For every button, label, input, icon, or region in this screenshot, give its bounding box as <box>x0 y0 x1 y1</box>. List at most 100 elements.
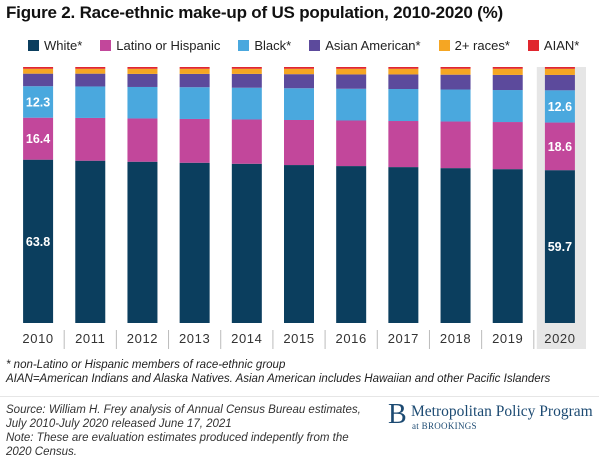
bar-2011-2 <box>75 86 106 118</box>
source-line-2: July 2010-July 2020 released June 17, 20… <box>6 418 232 430</box>
bar-2017-4 <box>388 68 419 75</box>
x-tick-label-2011: 2011 <box>75 331 105 346</box>
bar-2016-2 <box>336 88 367 121</box>
bar-2018-1 <box>440 121 471 169</box>
bar-2018-3 <box>440 74 471 90</box>
note-line-2: AIAN=American Indians and Alaska Natives… <box>6 373 551 385</box>
bar-2013-2 <box>179 87 210 119</box>
chart-legend: White* Latino or Hispanic Black* Asian Amer… <box>28 37 579 53</box>
bar-2017-3 <box>388 74 419 90</box>
legend-swatch-1 <box>100 39 112 51</box>
bar-2012-4 <box>127 68 158 74</box>
bar-2014-2 <box>231 87 262 120</box>
bar-2014-4 <box>231 68 262 74</box>
source-line-1: Source: William H. Frey analysis of Annu… <box>6 404 361 416</box>
legend-item-4: 2+ races* <box>438 37 510 53</box>
bar-2010-1 <box>23 117 54 160</box>
bar-2019-1 <box>492 122 523 170</box>
bar-2011-4 <box>75 68 106 74</box>
bar-2015-5 <box>284 67 314 69</box>
bar-2012-2 <box>127 86 158 119</box>
x-tick-label-2019: 2019 <box>492 331 523 346</box>
bar-2018-5 <box>440 67 471 69</box>
bar-2019-5 <box>492 67 523 69</box>
data-label-3: 59.7 <box>548 240 572 254</box>
legend-item-0: White* <box>28 38 82 53</box>
bar-2014-5 <box>231 67 262 69</box>
bar-2012-0 <box>127 161 158 323</box>
legend-item-3: Asian American* <box>309 37 421 53</box>
x-tick-label-2014: 2014 <box>231 331 262 346</box>
x-tick-label-2013: 2013 <box>179 331 210 346</box>
bar-2013-1 <box>179 118 210 163</box>
bar-2015-4 <box>284 68 314 75</box>
x-tick-label-2016: 2016 <box>336 331 367 346</box>
bar-2019-2 <box>492 90 523 123</box>
bar-2017-2 <box>388 89 419 122</box>
legend-swatch-0 <box>28 39 39 51</box>
bar-2020-5 <box>544 67 575 69</box>
bar-2013-4 <box>179 68 210 74</box>
chart-title: Figure 2. Race-ethnic make-up of US popu… <box>6 3 503 22</box>
bar-2018-4 <box>440 68 471 75</box>
bar-2017-5 <box>388 67 419 69</box>
brand-name: Metropolitan Policy Program <box>411 403 593 420</box>
source-line-4: 2020 Census. <box>6 446 77 458</box>
legend-label-4: 2+ races* <box>454 37 510 53</box>
bar-2016-3 <box>336 74 367 89</box>
bar-2010-2 <box>23 86 54 118</box>
bar-2016-4 <box>336 68 367 75</box>
bar-2015-2 <box>284 88 314 120</box>
bar-2016-1 <box>336 120 367 167</box>
bar-2011-5 <box>75 67 106 69</box>
source-note: Source: William H. Frey analysis of Annu… <box>6 403 361 459</box>
legend-item-1: Latino or Hispanic <box>100 38 220 53</box>
data-label-1: 16.4 <box>26 132 50 146</box>
legend-item-2: Black* <box>238 38 291 53</box>
legend-swatch-3 <box>309 39 321 51</box>
brand-subtitle: at BROOKINGS <box>412 421 477 431</box>
data-label-0: 63.8 <box>26 235 50 249</box>
legend-label-5: AIAN* <box>543 37 580 53</box>
bar-2015-3 <box>284 74 314 89</box>
bar-2020-2 <box>544 90 575 123</box>
bar-2012-5 <box>127 67 158 69</box>
legend-swatch-4 <box>438 39 450 51</box>
bar-2013-5 <box>179 67 210 69</box>
bar-2011-1 <box>75 117 106 161</box>
data-label-2: 12.3 <box>26 95 50 109</box>
stacked-bar-chart: 2010 2011 2012 2013 2014 2015 2016 2017 2018 2019… <box>22 67 586 349</box>
x-tick-label-2015: 2015 <box>283 331 314 346</box>
legend-swatch-2 <box>238 39 250 51</box>
data-label-4: 18.6 <box>548 140 572 154</box>
bar-2011-3 <box>75 73 106 87</box>
x-tick-label-2017: 2017 <box>388 331 419 346</box>
x-tick-label-2020: 2020 <box>544 331 575 346</box>
bar-2018-0 <box>440 168 471 323</box>
bar-2010-3 <box>23 73 54 87</box>
bar-2012-3 <box>127 73 158 87</box>
note-line-1: * non-Latino or Hispanic members of race… <box>6 359 286 371</box>
bar-2019-0 <box>492 169 523 323</box>
x-tick-label-2010: 2010 <box>22 331 53 346</box>
bar-2011-0 <box>75 160 106 323</box>
divider <box>0 396 599 397</box>
bar-2020-4 <box>544 68 575 75</box>
x-tick-label-2018: 2018 <box>440 331 471 346</box>
source-line-3: Note: These are evaluation estimates pro… <box>6 432 349 444</box>
bar-2017-1 <box>388 121 419 168</box>
bar-2015-0 <box>284 165 314 323</box>
bar-2017-0 <box>388 167 419 323</box>
bar-2014-1 <box>231 119 262 164</box>
bar-2016-0 <box>336 166 367 323</box>
legend-item-5: AIAN* <box>527 37 580 53</box>
chart-notes: * non-Latino or Hispanic members of race… <box>6 358 550 386</box>
legend-label-3: Asian American* <box>325 37 421 53</box>
bar-2013-3 <box>179 73 210 88</box>
bar-2014-3 <box>231 73 262 88</box>
bar-2012-1 <box>127 118 158 162</box>
bar-2020-3 <box>544 74 575 91</box>
bar-2020-0 <box>544 170 575 323</box>
legend-label-0: White* <box>44 37 83 53</box>
bar-2014-0 <box>231 163 262 323</box>
